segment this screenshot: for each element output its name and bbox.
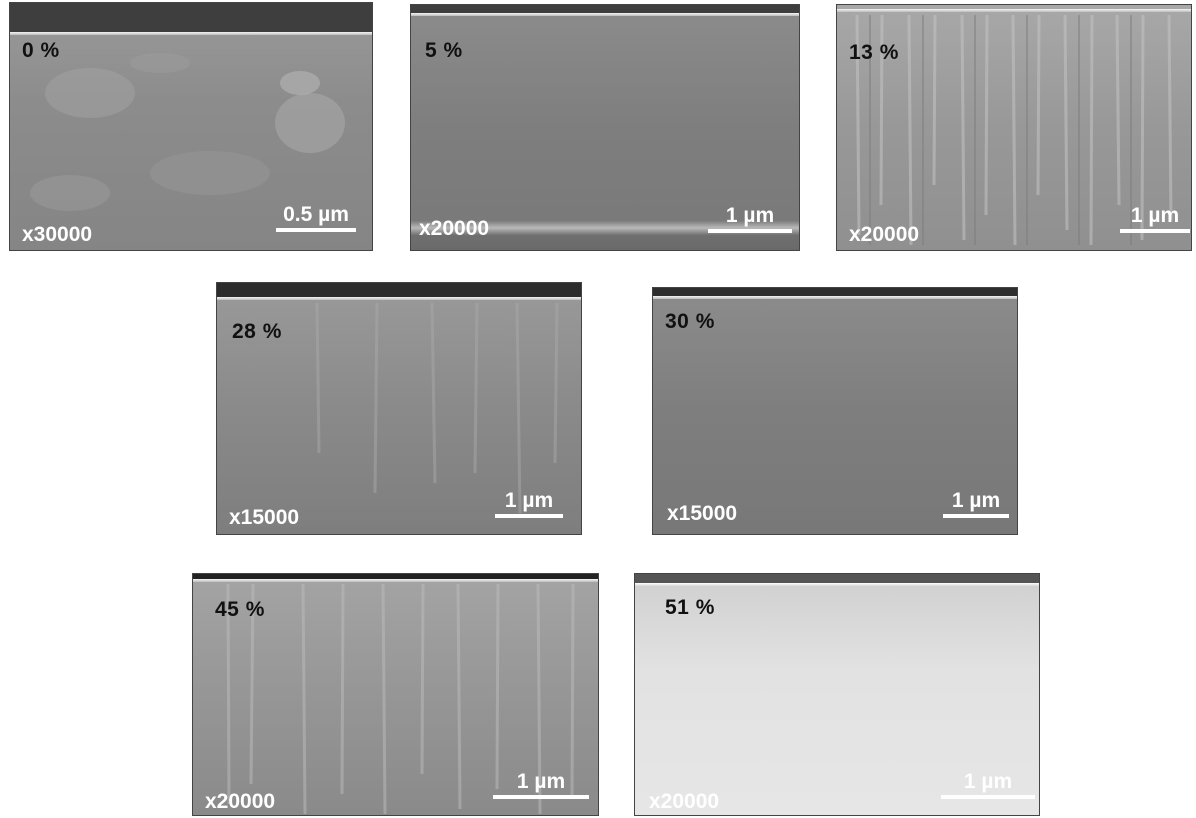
concentration-label: 0 % xyxy=(22,39,60,62)
concentration-label: 30 % xyxy=(665,310,715,333)
magnification-label: x30000 xyxy=(22,223,93,246)
scale-bar: 1 µm xyxy=(1120,205,1190,233)
scale-bar: 1 µm xyxy=(941,771,1035,799)
columnar-texture xyxy=(315,302,559,514)
scale-bar-line xyxy=(1120,229,1190,233)
scale-bar: 0.5 µm xyxy=(276,204,356,232)
sem-panel-5-percent: 5 % x20000 1 µm xyxy=(410,4,800,251)
sem-panel-30-percent: 30 % x15000 1 µm xyxy=(652,287,1018,535)
vacuum-region xyxy=(10,3,372,33)
film-surface xyxy=(10,32,372,35)
sem-micrograph xyxy=(635,574,1039,815)
columnar-texture xyxy=(226,583,575,815)
sem-panel-51-percent: 51 % x20000 1 µm xyxy=(634,573,1040,816)
film-surface xyxy=(837,9,1191,12)
sem-panel-45-percent: 45 % x20000 1 µm xyxy=(192,573,599,816)
magnification-label: x20000 xyxy=(419,217,490,240)
magnification-label: x20000 xyxy=(649,790,720,813)
scale-bar: 1 µm xyxy=(708,205,792,233)
sem-micrograph xyxy=(193,574,598,815)
scale-bar-line xyxy=(943,514,1009,518)
concentration-label: 5 % xyxy=(425,39,463,62)
vacuum-region xyxy=(653,288,1017,296)
film-surface xyxy=(653,296,1017,299)
scale-bar-label: 1 µm xyxy=(951,489,1001,512)
sem-micrograph xyxy=(653,288,1017,534)
sem-panel-13-percent: 13 % x20000 1 µm xyxy=(836,4,1192,251)
concentration-label: 45 % xyxy=(215,598,265,621)
scale-bar-line xyxy=(941,795,1035,799)
sem-micrograph xyxy=(411,5,799,250)
magnification-label: x20000 xyxy=(205,790,276,813)
magnification-label: x15000 xyxy=(667,502,738,525)
vacuum-region xyxy=(193,574,598,580)
sem-panel-0-percent: 0 % x30000 0.5 µm xyxy=(9,2,373,251)
scale-bar-line xyxy=(493,795,589,799)
concentration-label: 51 % xyxy=(665,596,715,619)
scale-bar-label: 1 µm xyxy=(963,770,1013,793)
scale-bar: 1 µm xyxy=(495,490,563,518)
magnification-label: x15000 xyxy=(229,506,300,529)
scale-bar-label: 1 µm xyxy=(516,770,566,793)
film-surface xyxy=(635,583,1039,586)
concentration-label: 28 % xyxy=(232,320,282,343)
scale-bar-line xyxy=(708,229,792,233)
scale-bar-line xyxy=(276,228,356,232)
magnification-label: x20000 xyxy=(849,223,920,246)
film-surface xyxy=(217,297,581,300)
scale-bar-label: 1 µm xyxy=(1130,204,1180,227)
scale-bar: 1 µm xyxy=(943,490,1009,518)
scale-bar-line xyxy=(495,514,563,518)
scale-bar-label: 1 µm xyxy=(504,489,554,512)
scale-bar-label: 0.5 µm xyxy=(283,203,349,226)
columnar-texture xyxy=(855,14,1173,246)
scale-bar-label: 1 µm xyxy=(725,204,775,227)
vacuum-region xyxy=(635,574,1039,583)
sem-panel-28-percent: 28 % x15000 1 µm xyxy=(216,282,582,535)
grain-texture xyxy=(30,53,345,211)
film-surface xyxy=(193,579,598,582)
vacuum-region xyxy=(217,283,581,297)
concentration-label: 13 % xyxy=(849,41,899,64)
scale-bar: 1 µm xyxy=(493,771,589,799)
vacuum-region xyxy=(411,5,799,13)
film-surface xyxy=(411,13,799,16)
